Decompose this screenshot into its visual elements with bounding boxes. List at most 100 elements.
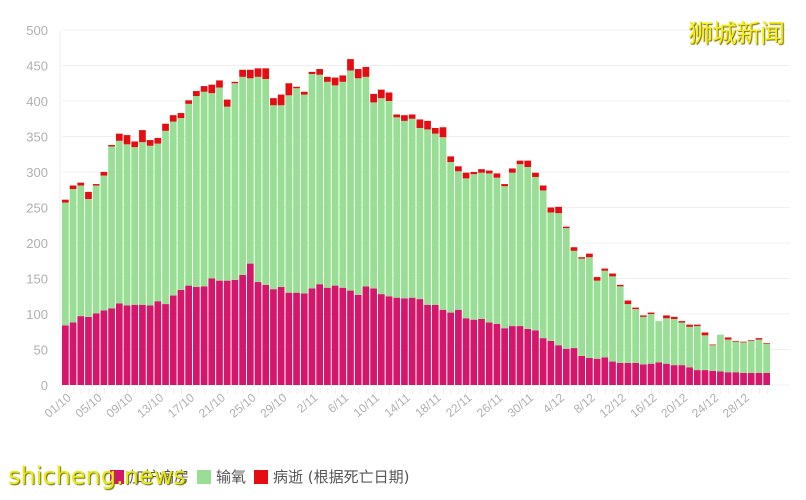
bar-segment[interactable] xyxy=(701,332,709,336)
bar-segment[interactable] xyxy=(455,171,462,310)
bar-segment[interactable] xyxy=(578,258,586,356)
bar-segment[interactable] xyxy=(485,173,493,323)
bar-segment[interactable] xyxy=(408,118,416,298)
bar-segment[interactable] xyxy=(462,178,470,319)
bar-segment[interactable] xyxy=(216,80,223,88)
bar-segment[interactable] xyxy=(686,324,693,327)
bar-segment[interactable] xyxy=(508,326,516,385)
bar-segment[interactable] xyxy=(532,172,539,177)
bar-segment[interactable] xyxy=(354,294,362,385)
bar-segment[interactable] xyxy=(416,127,424,300)
bar-segment[interactable] xyxy=(300,293,308,385)
bar-segment[interactable] xyxy=(115,133,123,141)
bar-segment[interactable] xyxy=(139,304,146,385)
bar-segment[interactable] xyxy=(408,114,416,119)
bar-segment[interactable] xyxy=(747,340,755,341)
bar-segment[interactable] xyxy=(524,160,532,168)
bar-segment[interactable] xyxy=(262,284,270,385)
bar-segment[interactable] xyxy=(678,322,686,366)
bar-segment[interactable] xyxy=(339,287,347,385)
bar-segment[interactable] xyxy=(655,321,663,363)
bar-segment[interactable] xyxy=(308,74,316,289)
bar-segment[interactable] xyxy=(647,312,655,314)
bar-segment[interactable] xyxy=(524,328,532,385)
bar-segment[interactable] xyxy=(501,184,508,187)
bar-segment[interactable] xyxy=(200,286,208,385)
bar-segment[interactable] xyxy=(470,319,478,385)
bar-segment[interactable] xyxy=(586,253,593,258)
bar-segment[interactable] xyxy=(154,137,162,144)
bar-segment[interactable] xyxy=(439,309,447,385)
bar-segment[interactable] xyxy=(616,286,624,363)
bar-segment[interactable] xyxy=(169,121,177,296)
bar-segment[interactable] xyxy=(347,70,354,291)
bar-segment[interactable] xyxy=(377,98,385,295)
bar-segment[interactable] xyxy=(277,94,285,106)
bar-segment[interactable] xyxy=(393,297,401,385)
bar-segment[interactable] xyxy=(601,268,609,271)
bar-segment[interactable] xyxy=(154,301,162,385)
bar-segment[interactable] xyxy=(216,280,223,385)
bar-segment[interactable] xyxy=(639,364,647,385)
bar-segment[interactable] xyxy=(593,277,601,281)
bar-segment[interactable] xyxy=(285,95,293,293)
bar-segment[interactable] xyxy=(732,340,740,342)
bar-segment[interactable] xyxy=(678,321,686,323)
bar-segment[interactable] xyxy=(108,145,115,147)
bar-segment[interactable] xyxy=(624,304,632,363)
bar-segment[interactable] xyxy=(447,162,455,313)
bar-segment[interactable] xyxy=(570,250,578,349)
bar-segment[interactable] xyxy=(362,76,370,287)
bar-segment[interactable] xyxy=(478,169,485,173)
bar-segment[interactable] xyxy=(670,365,678,385)
bar-segment[interactable] xyxy=(85,316,92,385)
bar-segment[interactable] xyxy=(724,337,732,340)
bar-segment[interactable] xyxy=(146,145,154,306)
bar-segment[interactable] xyxy=(316,284,324,385)
bar-segment[interactable] xyxy=(601,357,609,385)
bar-segment[interactable] xyxy=(709,370,717,385)
bar-segment[interactable] xyxy=(478,318,485,385)
bar-segment[interactable] xyxy=(647,314,655,364)
bar-segment[interactable] xyxy=(763,343,770,344)
legend-item-oxygen[interactable]: 输氧 xyxy=(197,466,246,487)
bar-segment[interactable] xyxy=(455,166,462,172)
bar-segment[interactable] xyxy=(377,294,385,385)
bar-segment[interactable] xyxy=(632,309,639,363)
bar-segment[interactable] xyxy=(293,292,300,385)
bar-segment[interactable] xyxy=(331,77,339,86)
bar-segment[interactable] xyxy=(146,305,154,385)
bar-segment[interactable] xyxy=(663,363,670,385)
bar-segment[interactable] xyxy=(447,312,455,385)
bar-segment[interactable] xyxy=(185,103,193,286)
bar-segment[interactable] xyxy=(485,322,493,385)
bar-segment[interactable] xyxy=(732,341,740,373)
bar-segment[interactable] xyxy=(370,93,377,103)
bar-segment[interactable] xyxy=(100,175,108,311)
bar-segment[interactable] xyxy=(401,298,408,385)
bar-segment[interactable] xyxy=(316,69,324,75)
bar-segment[interactable] xyxy=(216,87,223,281)
bar-segment[interactable] xyxy=(555,213,562,346)
bar-segment[interactable] xyxy=(262,78,270,285)
bar-segment[interactable] xyxy=(555,206,562,214)
bar-segment[interactable] xyxy=(431,127,439,134)
bar-segment[interactable] xyxy=(293,88,300,293)
bar-segment[interactable] xyxy=(717,371,724,385)
bar-segment[interactable] xyxy=(370,288,377,385)
bar-segment[interactable] xyxy=(62,202,69,326)
bar-segment[interactable] xyxy=(570,247,578,251)
bar-segment[interactable] xyxy=(354,78,362,295)
bar-segment[interactable] xyxy=(169,115,177,122)
bar-segment[interactable] xyxy=(385,101,393,297)
bar-segment[interactable] xyxy=(401,115,408,121)
bar-segment[interactable] xyxy=(324,81,331,288)
bar-segment[interactable] xyxy=(208,93,216,279)
bar-segment[interactable] xyxy=(709,345,717,371)
bar-segment[interactable] xyxy=(139,130,146,143)
bar-segment[interactable] xyxy=(393,114,401,118)
bar-segment[interactable] xyxy=(578,257,586,259)
bar-segment[interactable] xyxy=(223,106,231,281)
bar-segment[interactable] xyxy=(100,172,108,176)
bar-segment[interactable] xyxy=(377,89,385,99)
